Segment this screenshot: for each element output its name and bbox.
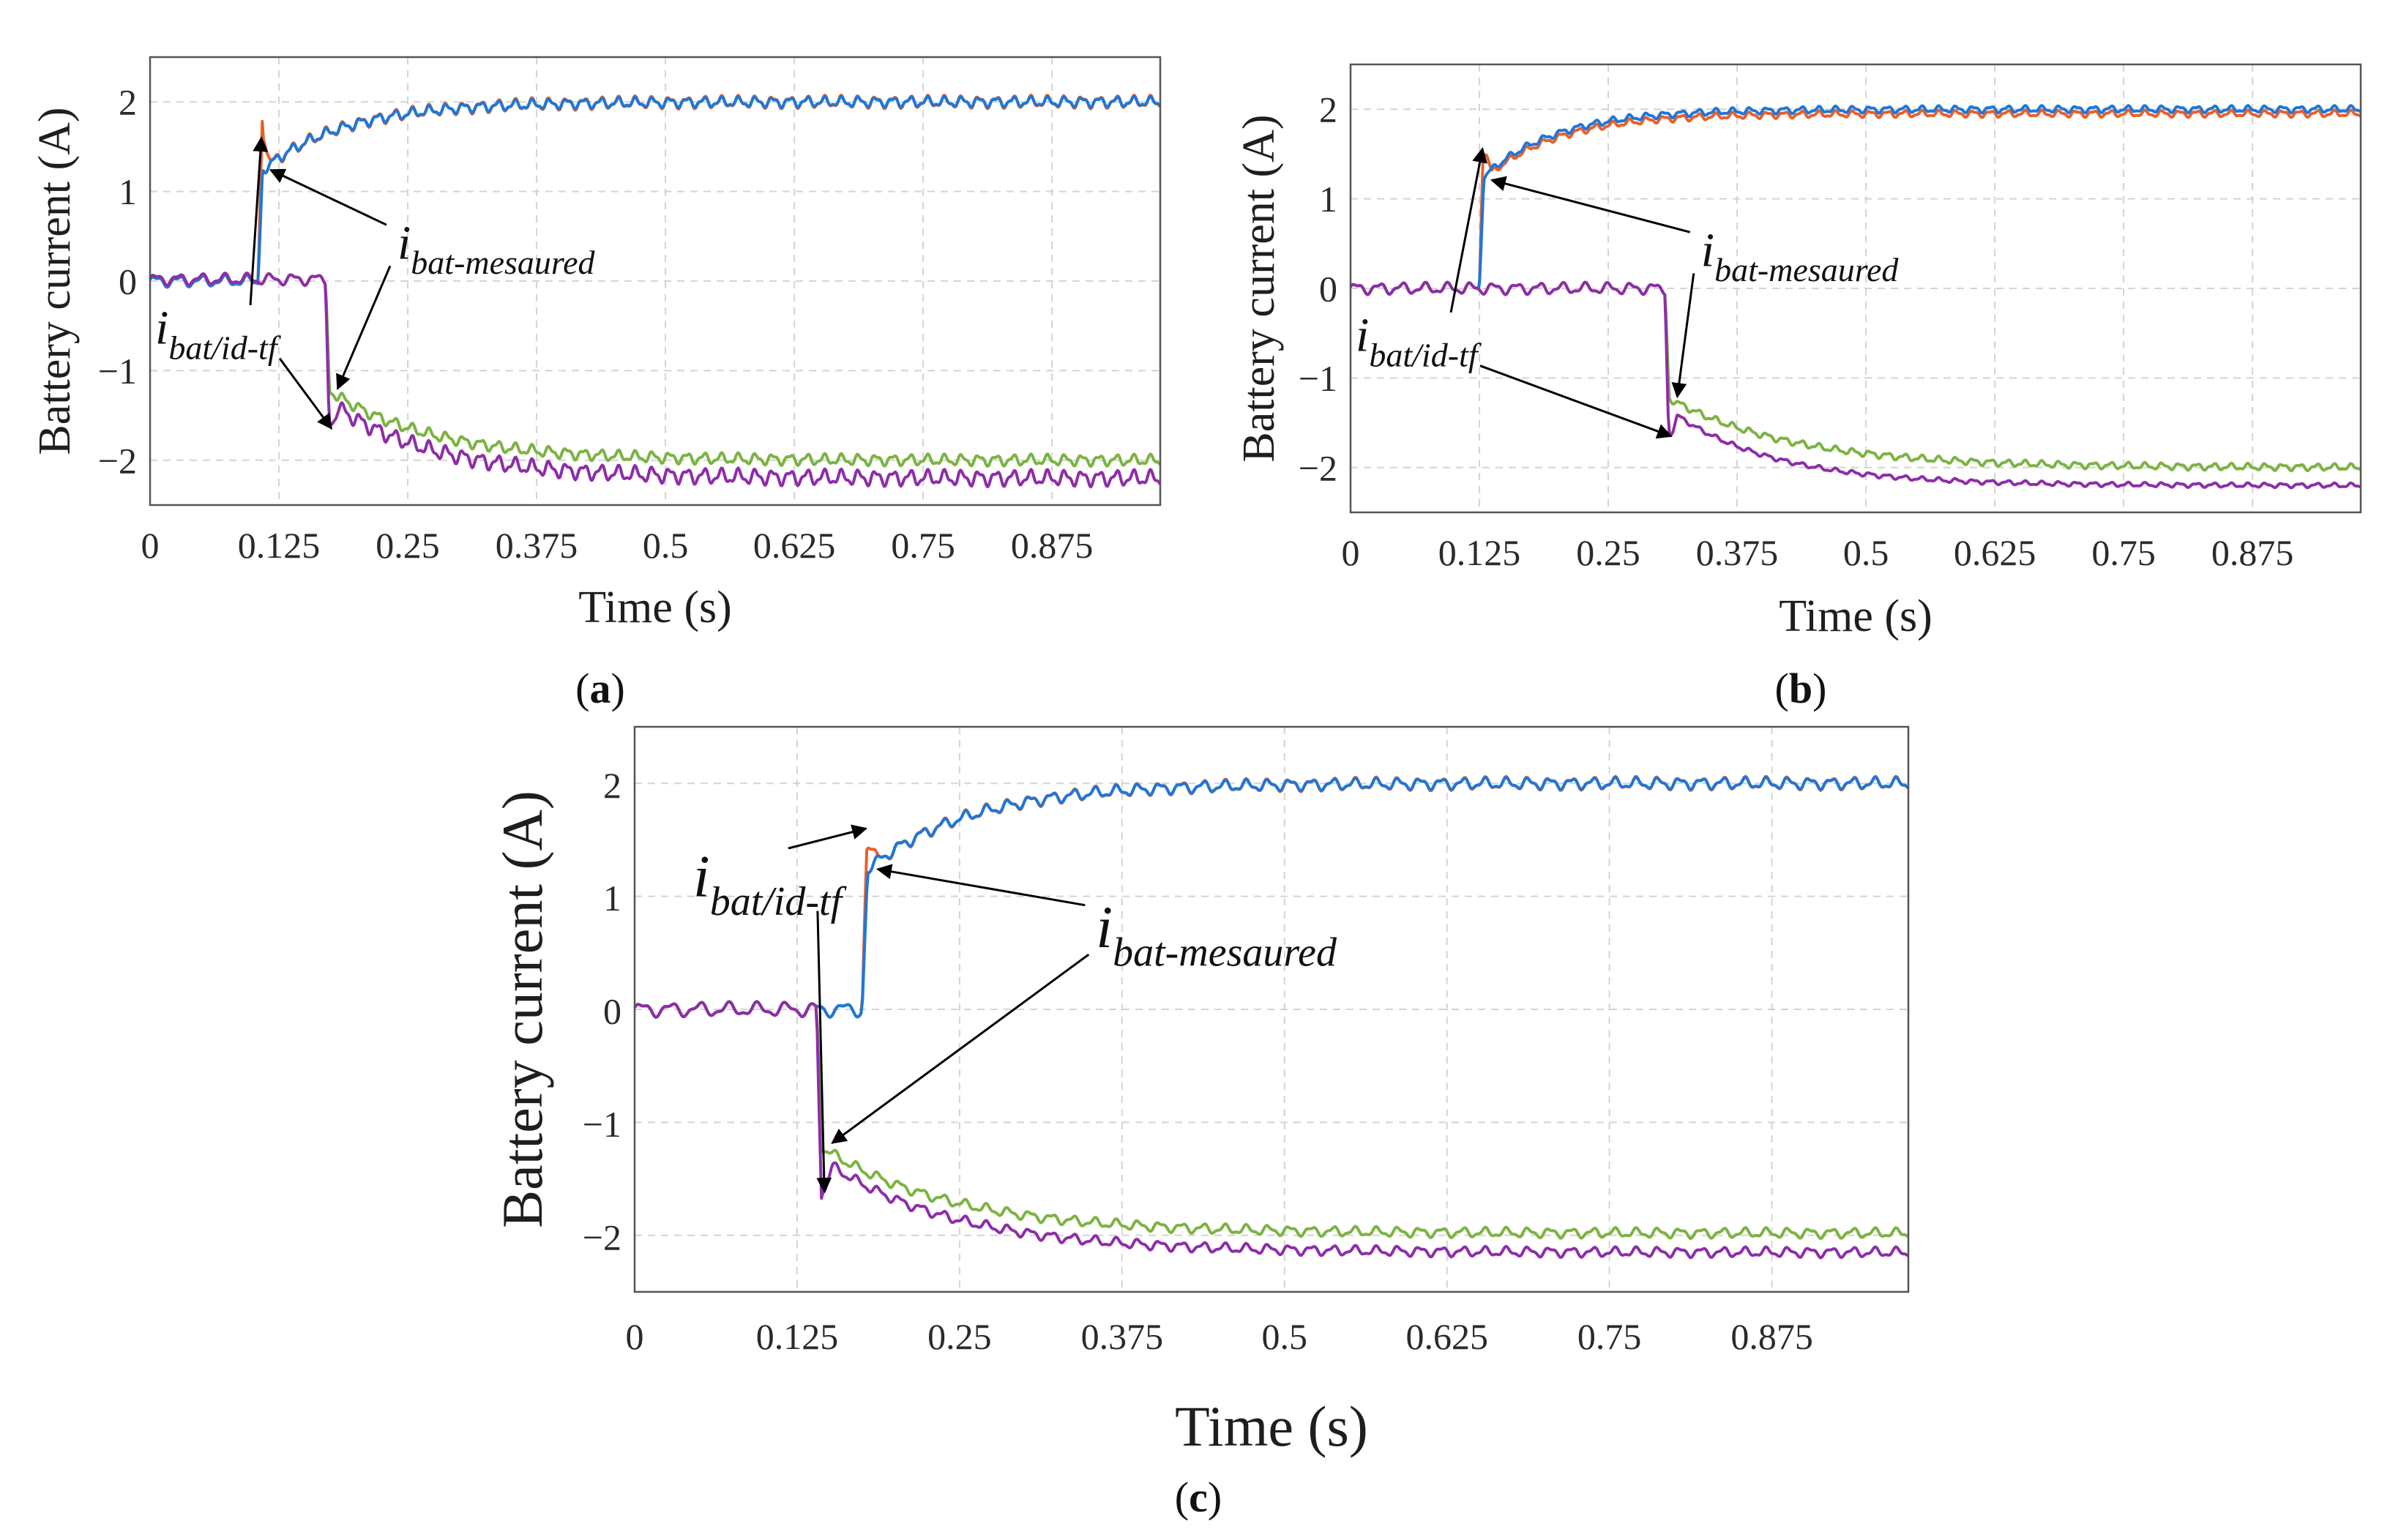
series-line-3 [633,1000,1910,1241]
x-tick-label: 0.625 [1405,1316,1488,1357]
x-tick-label: 0.125 [1438,532,1521,573]
series-line-2 [1349,104,2362,296]
x-tick-label: 0.875 [1011,525,1094,566]
annotation-arrow [1449,146,1487,313]
annotation-arrow [1479,365,1673,439]
panel-c: 0 0.125 0.25 0.375 0.5 0.625 0.75 0.875210−1−2 … [490,725,1910,1521]
x-tick-label: 0.5 [1262,1316,1308,1357]
annotation-arrow [1490,176,1691,233]
plot-frame [1349,63,2362,514]
x-axis-label: Time (s) [578,583,732,632]
y-tick-label: −2 [1299,447,1337,488]
label-i-bat-idtf: ibat/id-tf [155,302,282,367]
y-tick-label: 2 [1319,89,1337,130]
panel-caption-letter: c [1189,1473,1208,1521]
series-line-2 [633,775,1910,1019]
x-tick-label: 0.875 [2211,532,2294,573]
annotation-arrow [816,911,832,1194]
panel-a: 0 0.125 0.25 0.375 0.5 0.625 0.75 0.875210−1−2 … [30,56,1162,712]
annotation-arrow [788,824,868,850]
panel-caption: (a) [575,665,625,712]
annotation-arrow [1671,273,1695,399]
y-tick-label: 1 [119,171,137,212]
x-tick-label: 0.875 [1730,1316,1813,1357]
y-axis-label: Battery current (A) [490,790,554,1228]
series-line-3 [1349,280,2362,473]
y-tick-label: 2 [119,82,137,123]
y-tick-label: 1 [1319,179,1337,220]
annotation-arrow [249,136,269,305]
annotation-arrow [269,168,387,226]
x-tick-label: 0.75 [2091,532,2156,573]
x-tick-label: 0.25 [376,525,440,566]
series-line-1 [1349,108,2362,296]
x-tick-label: 0.625 [1954,532,2036,573]
y-axis-label: Battery current (A) [1234,114,1284,462]
y-tick-label: −1 [98,351,137,392]
series-line-3 [149,272,1162,468]
label-i-bat-idtf: ibat/id-tf [693,843,848,924]
x-tick-label: 0.375 [1696,532,1779,573]
x-tick-label: 0.75 [1577,1316,1642,1357]
x-tick-label: 0.25 [1576,532,1640,573]
y-tick-label: −2 [98,440,137,481]
label-i-bat-idtf: ibat/id-tf [1356,309,1482,374]
x-tick-label: 0.125 [238,525,321,566]
y-tick-label: −1 [1299,358,1337,399]
x-tick-label: 0.25 [927,1316,992,1357]
x-axis-label: Time (s) [1175,1394,1368,1458]
x-tick-label: 0.5 [643,525,689,566]
panel-b: 0 0.125 0.25 0.375 0.5 0.625 0.75 0.875210−1−2 … [1234,63,2362,712]
x-tick-label: 0.625 [753,525,836,566]
y-tick-label: 2 [603,765,621,806]
x-tick-label: 0 [141,525,160,566]
plot-frame [633,725,1910,1293]
annotation-arrow [875,864,1086,907]
x-tick-label: 0.375 [496,525,578,566]
y-tick-label: 1 [603,878,621,919]
x-axis-label: Time (s) [1779,591,1932,641]
panel-caption-letter: a [590,665,611,712]
annotation-arrow [278,357,333,430]
y-axis-label: Battery current (A) [30,107,80,455]
x-tick-label: 0.5 [1843,532,1889,573]
y-tick-label: 0 [603,991,621,1032]
y-tick-label: −1 [583,1104,621,1145]
series-line-4 [1349,280,2361,490]
panel-caption-letter: b [1789,665,1812,712]
label-i-bat-measured: ibat-mesaured [1701,223,1900,288]
y-tick-label: 0 [119,261,137,302]
y-tick-label: −2 [583,1216,621,1257]
x-tick-label: 0.125 [756,1316,839,1357]
panel-caption: (b) [1775,665,1827,712]
annotation-arrow [336,265,392,390]
panel-caption: (c) [1175,1473,1222,1521]
y-tick-label: 0 [1319,269,1337,310]
series-line-4 [633,1000,1910,1260]
x-tick-label: 0.375 [1081,1316,1164,1357]
plot-frame [149,56,1162,507]
label-i-bat-measured: ibat-mesaured [1096,894,1337,975]
series-line-4 [149,272,1162,489]
x-tick-label: 0.75 [891,525,955,566]
annotation-arrow [831,953,1090,1144]
x-tick-label: 0 [626,1316,644,1357]
x-tick-label: 0 [1342,532,1360,573]
series-line-2 [149,94,1162,289]
label-i-bat-measured: ibat-mesaured [397,216,596,281]
